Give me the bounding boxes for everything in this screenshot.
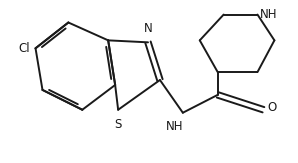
Text: NH: NH: [166, 120, 184, 133]
Text: O: O: [267, 101, 277, 114]
Text: S: S: [114, 118, 122, 131]
Text: Cl: Cl: [18, 42, 30, 55]
Text: N: N: [144, 22, 152, 35]
Text: NH: NH: [260, 8, 277, 21]
